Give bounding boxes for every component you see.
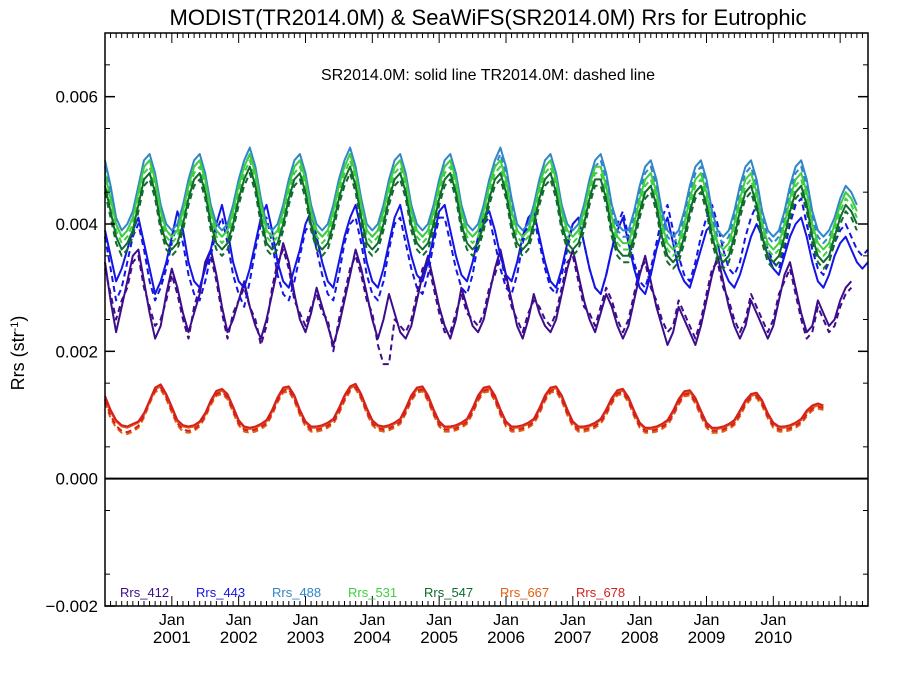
x-tick-label-year: 2008 — [621, 628, 659, 647]
series-rrs-531-solid-line — [104, 153, 858, 251]
legend-item-rrs-443: Rrs_443 — [196, 585, 245, 600]
x-tick-label-month: Jan — [226, 612, 252, 629]
x-tick-label-month: Jan — [493, 612, 519, 629]
legend-item-rrs-547: Rrs_547 — [424, 585, 473, 600]
x-tick-label-month: Jan — [560, 612, 586, 629]
legend-item-rrs-667: Rrs_667 — [500, 585, 549, 600]
x-tick-label-year: 2004 — [353, 628, 391, 647]
series-layer — [104, 146, 869, 436]
y-tick-label: 0.000 — [55, 470, 98, 489]
x-tick-label-year: 2009 — [688, 628, 726, 647]
x-tick-label-year: 2007 — [554, 628, 592, 647]
chart-subtitle: SR2014.0M: solid line TR2014.0M: dashed … — [321, 67, 655, 84]
x-tick-label-year: 2002 — [220, 628, 258, 647]
series-rrs-488-dashed-line — [104, 153, 858, 245]
series-rrs-547-solid-line — [104, 165, 858, 264]
series-rrs-412-solid-line — [104, 242, 853, 346]
x-tick-label-year: 2001 — [153, 628, 191, 647]
y-axis-label-superscript: -1 — [9, 322, 21, 332]
y-tick-label: 0.002 — [55, 342, 98, 361]
chart-title: MODIST(TR2014.0M) & SeaWiFS(SR2014.0M) R… — [170, 5, 807, 30]
series-rrs-412-dashed-line — [104, 248, 853, 366]
series-rrs-488-solid-line — [104, 146, 858, 238]
legend: Rrs_412 Rrs_443 Rrs_488 Rrs_531 Rrs_547 Rrs_6… — [120, 585, 625, 600]
x-tick-label-month: Jan — [760, 612, 786, 629]
axis-layer: −0.0020.0000.0020.0040.006Jan2001Jan2002… — [46, 32, 869, 647]
legend-item-rrs-488: Rrs_488 — [272, 585, 321, 600]
series-rrs-678-solid-line — [104, 382, 824, 429]
x-tick-label-month: Jan — [159, 612, 185, 629]
x-tick-label-year: 2010 — [754, 628, 792, 647]
legend-item-rrs-678: Rrs_678 — [576, 585, 625, 600]
x-tick-label-year: 2003 — [287, 628, 325, 647]
y-tick-label: 0.006 — [55, 88, 98, 107]
x-tick-label-month: Jan — [694, 612, 720, 629]
y-tick-label: 0.004 — [55, 215, 98, 234]
x-tick-label-month: Jan — [293, 612, 319, 629]
x-tick-label-year: 2006 — [487, 628, 525, 647]
legend-item-rrs-531: Rrs_531 — [348, 585, 397, 600]
legend-item-rrs-412: Rrs_412 — [120, 585, 169, 600]
series-rrs-531-dashed-line — [104, 159, 858, 257]
y-axis-label: Rrs (str-1) — [8, 316, 28, 391]
x-tick-label-month: Jan — [426, 612, 452, 629]
series-rrs-547-dashed-line — [104, 172, 858, 270]
x-tick-label-month: Jan — [359, 612, 385, 629]
y-tick-label: −0.002 — [46, 597, 98, 616]
series-rrs-667-solid-line — [104, 384, 824, 430]
x-tick-label-year: 2005 — [420, 628, 458, 647]
plot-frame — [104, 32, 869, 607]
x-tick-label-month: Jan — [627, 612, 653, 629]
series-rrs-667-dashed-line — [104, 387, 824, 436]
series-rrs-678-dashed-line — [104, 386, 824, 434]
